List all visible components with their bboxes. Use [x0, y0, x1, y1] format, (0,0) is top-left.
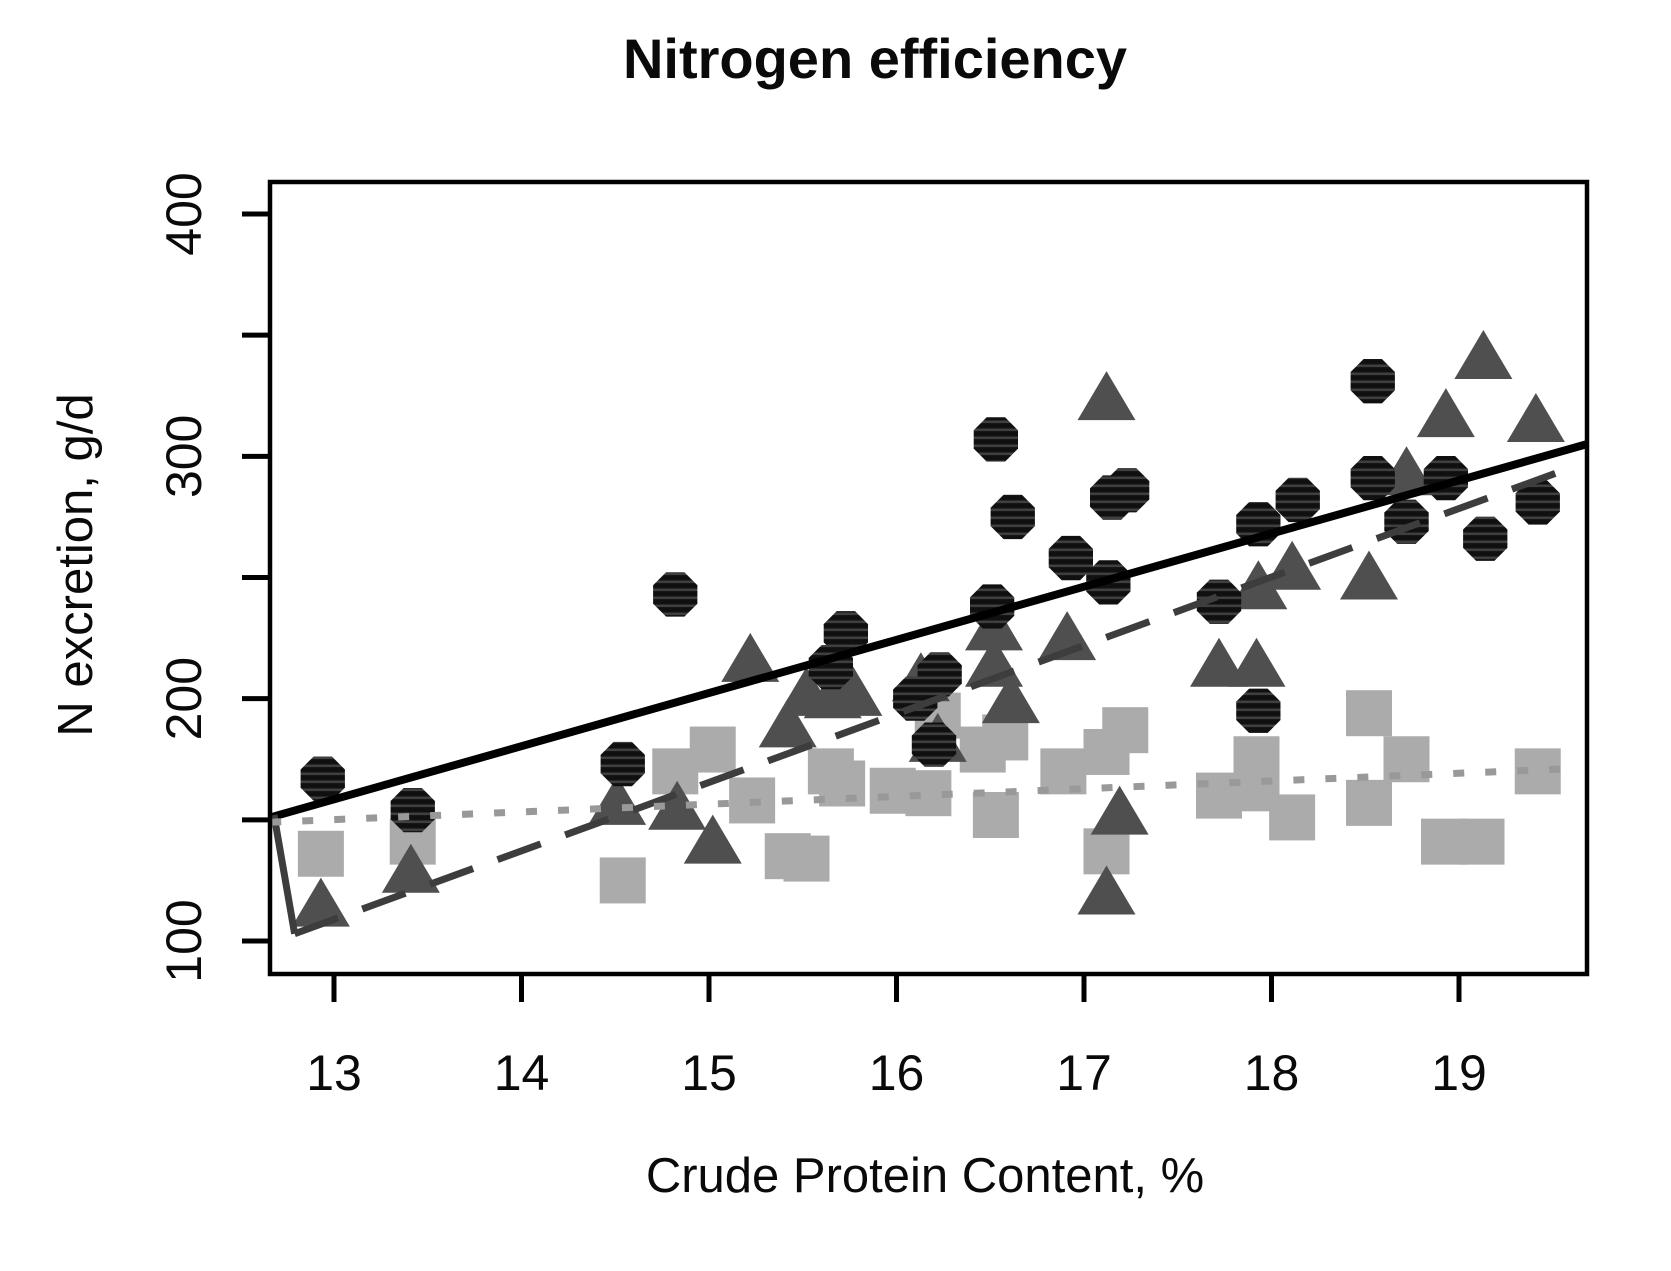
data-point-triangle — [721, 632, 780, 682]
data-point-triangle — [648, 780, 707, 830]
data-point-circle — [1350, 456, 1395, 501]
y-tick-label: 100 — [156, 899, 212, 982]
data-point-circle — [990, 494, 1035, 540]
data-point-square — [1102, 707, 1149, 754]
dashed-regression-line — [293, 467, 1564, 938]
plot-border — [267, 179, 1590, 977]
y-tick-label: 300 — [156, 415, 212, 498]
data-point-circle — [1236, 688, 1281, 733]
data-point-circle — [600, 741, 645, 787]
data-point-triangle — [1506, 392, 1565, 442]
data-point-circle — [1384, 499, 1429, 544]
y-tick-label: 200 — [156, 657, 212, 740]
data-point-triangle — [1077, 371, 1136, 421]
data-point-triangle — [1340, 550, 1398, 600]
data-point-triangle — [1077, 865, 1136, 915]
data-point-triangle — [291, 877, 350, 927]
x-tick-label: 17 — [1056, 1045, 1112, 1101]
data-point-circle — [653, 572, 698, 617]
chart-title: Nitrogen efficiency — [622, 27, 1128, 90]
data-point-triangle — [683, 814, 742, 864]
data-point-circle — [823, 611, 868, 656]
x-axis-label: Crude Protein Content, % — [645, 1149, 1205, 1203]
x-tick-label: 18 — [1244, 1045, 1300, 1101]
data-point-circle — [1463, 516, 1508, 561]
data-point-square — [1269, 794, 1316, 841]
data-point-circle — [1350, 359, 1395, 404]
data-point-square — [689, 726, 736, 773]
x-tick-label: 16 — [869, 1045, 925, 1101]
x-tick-label: 13 — [306, 1045, 362, 1101]
data-point-square — [1346, 779, 1392, 826]
data-point-square — [972, 791, 1019, 838]
data-point-triangle — [1416, 388, 1475, 438]
data-point-square — [819, 760, 866, 807]
data-point-circle — [1048, 535, 1093, 581]
data-point-triangle — [588, 775, 647, 825]
y-axis-label: N excretion, g/d — [49, 393, 103, 737]
x-tick-label: 19 — [1431, 1045, 1487, 1101]
data-point-triangle — [1190, 637, 1248, 687]
data-point-square — [599, 857, 646, 904]
dashed-regression-line — [270, 814, 299, 935]
data-point-triangle — [1454, 329, 1513, 379]
data-point-circle — [917, 652, 962, 697]
data-point-circle — [973, 417, 1018, 462]
data-point-circle — [911, 722, 957, 767]
x-tick-label: 14 — [494, 1045, 550, 1101]
data-point-square — [1458, 818, 1505, 865]
data-point-circle — [1275, 477, 1320, 523]
data-point-circle — [390, 788, 435, 833]
data-point-circle — [1515, 480, 1560, 525]
data-point-square — [297, 830, 344, 877]
x-tick-label: 15 — [681, 1045, 737, 1101]
data-point-circle — [1105, 468, 1150, 513]
data-point-circle — [300, 756, 345, 801]
data-point-triangle — [381, 843, 440, 893]
data-point-circle — [1196, 579, 1242, 624]
y-tick-label: 400 — [156, 172, 212, 255]
data-point-triangle — [1090, 785, 1149, 835]
solid-regression-line — [269, 440, 1588, 822]
data-point-square — [1346, 690, 1392, 737]
data-point-triangle — [981, 674, 1040, 724]
data-point-triangle — [824, 666, 883, 716]
data-point-triangle — [758, 698, 817, 748]
dotted-regression-line — [270, 765, 1565, 826]
data-point-triangle — [1227, 637, 1286, 687]
data-point-square — [783, 835, 830, 882]
